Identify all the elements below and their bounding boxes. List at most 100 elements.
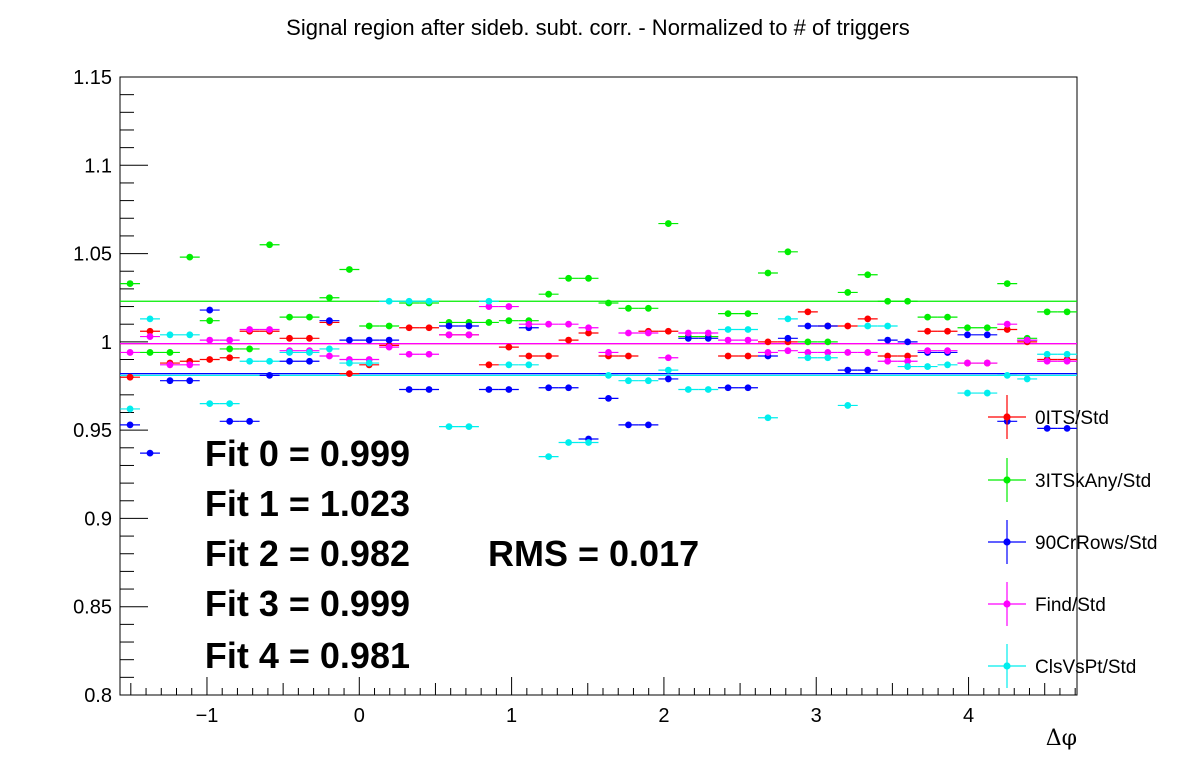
- data-point: [704, 334, 712, 342]
- data-point: [565, 384, 572, 392]
- data-point: [166, 349, 174, 356]
- data-point: [824, 354, 832, 362]
- data-point: [186, 253, 194, 261]
- data-point: [904, 357, 912, 365]
- legend: 0ITS/Std 3ITSkAny/Std 90CrRows/Std Find/Std…: [988, 395, 1158, 688]
- legend-label: Find/Std: [1035, 595, 1106, 616]
- data-point: [246, 417, 254, 425]
- x-tick-label: −1: [196, 705, 219, 727]
- data-point: [425, 350, 433, 358]
- data-point: [904, 363, 912, 370]
- data-points: [120, 220, 1078, 461]
- data-point: [505, 386, 513, 393]
- data-point: [226, 336, 234, 344]
- data-point: [365, 322, 373, 330]
- data-point: [724, 310, 732, 318]
- data-point: [585, 324, 592, 332]
- data-point: [625, 421, 632, 429]
- series-3: [120, 303, 1078, 369]
- data-point: [246, 357, 254, 365]
- data-point: [126, 280, 134, 287]
- data-point: [146, 349, 154, 356]
- data-point: [266, 357, 273, 365]
- data-point: [206, 400, 214, 408]
- data-point: [585, 439, 592, 446]
- data-point: [864, 349, 872, 356]
- data-point: [345, 336, 353, 344]
- data-point: [1003, 372, 1011, 379]
- data-point: [844, 349, 852, 356]
- data-point: [585, 274, 592, 282]
- data-point: [326, 317, 333, 325]
- data-point: [944, 347, 951, 355]
- data-point: [1003, 320, 1011, 328]
- x-tick-label: 1: [506, 705, 517, 727]
- data-point: [525, 361, 533, 369]
- data-point: [485, 361, 493, 369]
- data-point: [405, 386, 413, 393]
- data-point: [306, 357, 313, 365]
- data-point: [864, 366, 872, 374]
- data-point: [605, 349, 612, 356]
- x-axis-label: Δφ: [1046, 726, 1077, 751]
- data-point: [864, 315, 872, 323]
- data-point: [844, 322, 852, 330]
- data-point: [206, 306, 214, 314]
- data-point: [206, 356, 214, 363]
- data-point: [186, 377, 194, 385]
- series-1: [120, 220, 1078, 356]
- fit-label-2: Fit 2 = 0.982: [205, 533, 410, 574]
- data-point: [664, 327, 672, 335]
- data-point: [565, 439, 572, 446]
- data-point: [1063, 350, 1071, 358]
- data-point: [385, 297, 393, 305]
- data-point: [485, 303, 493, 310]
- legend-label: 3ITSkAny/Std: [1035, 471, 1151, 492]
- legend-label: ClsVsPt/Std: [1035, 657, 1136, 678]
- legend-entry-2: 90CrRows/Std: [988, 520, 1158, 564]
- data-point: [884, 352, 892, 360]
- data-point: [844, 366, 852, 374]
- data-point: [804, 349, 812, 356]
- data-point: [904, 297, 912, 305]
- data-point: [804, 308, 812, 316]
- data-point: [505, 317, 513, 325]
- data-point: [206, 336, 214, 344]
- data-point: [146, 315, 154, 323]
- fit-label-1: Fit 1 = 1.023: [205, 483, 410, 524]
- plot-frame: [119, 76, 1078, 696]
- data-point: [365, 336, 373, 344]
- data-point: [505, 361, 513, 369]
- data-point: [445, 331, 453, 339]
- data-point: [704, 386, 712, 393]
- data-point: [186, 331, 194, 339]
- data-point: [804, 338, 812, 346]
- y-tick-label: 0.8: [84, 685, 112, 707]
- data-point: [784, 315, 792, 323]
- data-point: [625, 352, 632, 360]
- data-point: [226, 345, 234, 353]
- data-point: [186, 361, 194, 369]
- data-point: [804, 322, 812, 330]
- data-point: [385, 336, 393, 344]
- legend-marker: [1003, 476, 1011, 484]
- data-point: [306, 334, 313, 342]
- data-point: [326, 294, 333, 302]
- data-point: [605, 394, 612, 402]
- data-point: [545, 320, 553, 328]
- y-tick-label: 0.85: [73, 597, 112, 619]
- data-point: [465, 423, 473, 431]
- data-point: [724, 352, 732, 360]
- data-point: [226, 354, 234, 362]
- data-point: [924, 327, 931, 335]
- y-tick-label: 1: [101, 332, 112, 354]
- fit-label-0: Fit 0 = 0.999: [205, 433, 410, 474]
- data-point: [864, 271, 872, 279]
- data-point: [565, 274, 572, 282]
- data-point: [405, 324, 413, 332]
- data-point: [605, 372, 612, 379]
- data-point: [644, 377, 652, 385]
- data-point: [405, 350, 413, 358]
- data-point: [764, 269, 772, 277]
- data-point: [904, 352, 912, 360]
